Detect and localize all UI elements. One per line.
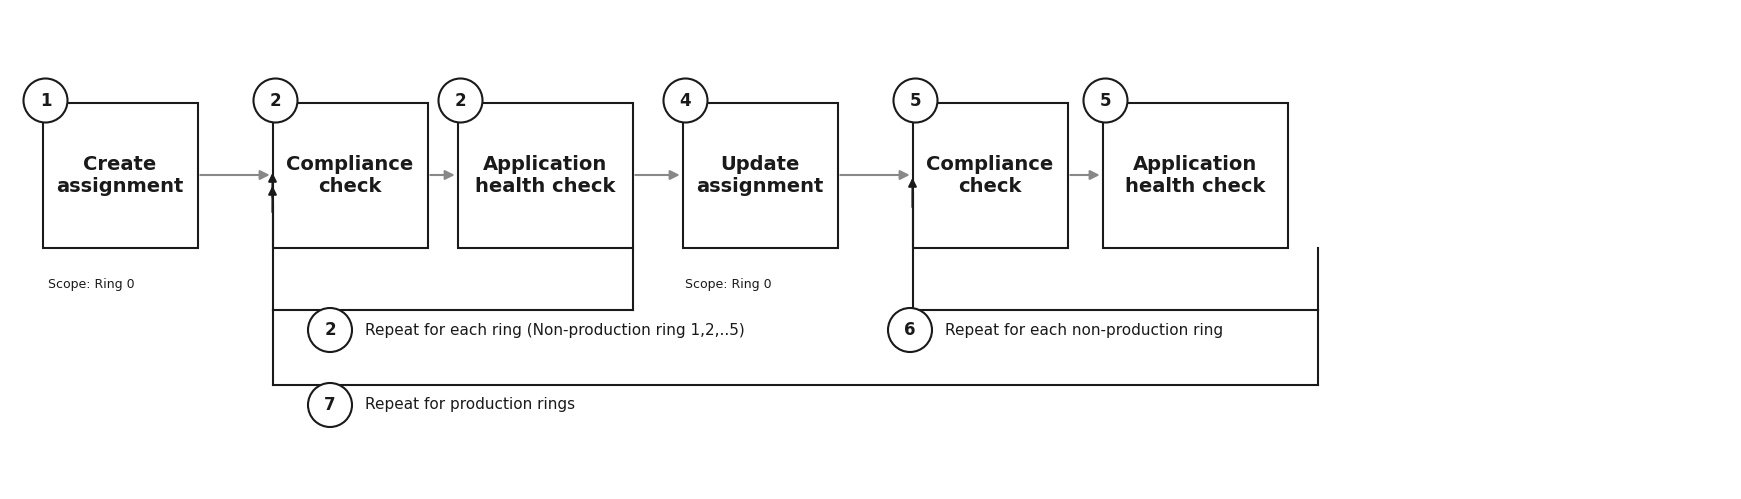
Text: 2: 2 bbox=[324, 321, 336, 339]
Circle shape bbox=[663, 78, 707, 122]
Text: 5: 5 bbox=[911, 91, 921, 109]
Text: 1: 1 bbox=[40, 91, 50, 109]
Bar bbox=[682, 102, 837, 248]
Text: Application
health check: Application health check bbox=[1125, 155, 1266, 196]
Text: 6: 6 bbox=[904, 321, 916, 339]
Bar bbox=[458, 102, 632, 248]
Text: 5: 5 bbox=[1100, 91, 1111, 109]
Text: Scope: Ring 0: Scope: Ring 0 bbox=[49, 278, 134, 291]
Text: 2: 2 bbox=[270, 91, 282, 109]
Text: Compliance
check: Compliance check bbox=[926, 155, 1053, 196]
Circle shape bbox=[254, 78, 298, 122]
Text: Update
assignment: Update assignment bbox=[696, 155, 823, 196]
Text: Scope: Ring 0: Scope: Ring 0 bbox=[684, 278, 771, 291]
Text: Create
assignment: Create assignment bbox=[56, 155, 185, 196]
Bar bbox=[273, 102, 428, 248]
Bar bbox=[1102, 102, 1288, 248]
Bar bbox=[42, 102, 197, 248]
Text: Repeat for each non-production ring: Repeat for each non-production ring bbox=[945, 322, 1224, 337]
Circle shape bbox=[23, 78, 68, 122]
Text: Repeat for production rings: Repeat for production rings bbox=[366, 398, 575, 413]
Circle shape bbox=[893, 78, 937, 122]
Circle shape bbox=[308, 383, 352, 427]
Text: 7: 7 bbox=[324, 396, 336, 414]
Text: 2: 2 bbox=[454, 91, 467, 109]
Text: Application
health check: Application health check bbox=[475, 155, 615, 196]
Text: Compliance
check: Compliance check bbox=[286, 155, 414, 196]
Circle shape bbox=[1083, 78, 1128, 122]
Text: Repeat for each ring (Non-production ring 1,2,..5): Repeat for each ring (Non-production rin… bbox=[366, 322, 745, 337]
Circle shape bbox=[888, 308, 931, 352]
Bar bbox=[912, 102, 1067, 248]
Circle shape bbox=[439, 78, 482, 122]
Circle shape bbox=[308, 308, 352, 352]
Text: 4: 4 bbox=[679, 91, 691, 109]
